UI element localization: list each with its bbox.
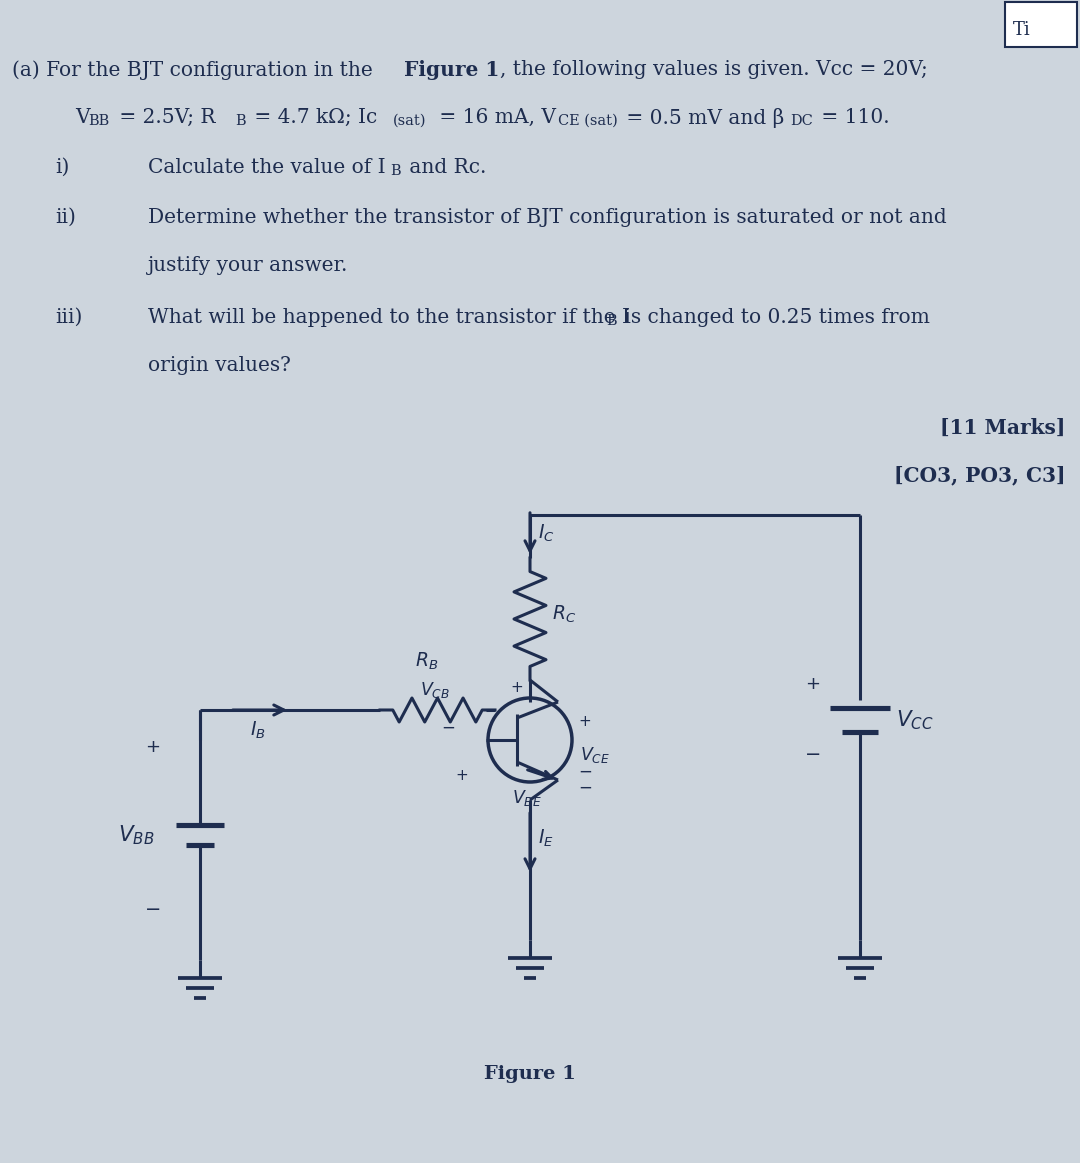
Text: What will be happened to the transistor if the I: What will be happened to the transistor … xyxy=(148,308,630,327)
Text: CE (sat): CE (sat) xyxy=(558,114,618,128)
Text: Calculate the value of I: Calculate the value of I xyxy=(148,158,386,177)
Text: −: − xyxy=(145,900,161,919)
Text: +: + xyxy=(145,739,160,756)
Text: $V_{CC}$: $V_{CC}$ xyxy=(896,708,933,732)
Text: origin values?: origin values? xyxy=(148,356,291,374)
Text: [11 Marks]: [11 Marks] xyxy=(940,418,1065,438)
Text: $R_B$: $R_B$ xyxy=(416,651,438,672)
Text: = 4.7 kΩ; Ic: = 4.7 kΩ; Ic xyxy=(248,108,377,127)
Text: = 110.: = 110. xyxy=(815,108,890,127)
Text: $R_C$: $R_C$ xyxy=(552,604,576,625)
Text: DC: DC xyxy=(789,114,813,128)
Text: +: + xyxy=(578,714,591,729)
Text: V: V xyxy=(75,108,90,127)
Text: iii): iii) xyxy=(55,308,82,327)
Text: B: B xyxy=(235,114,245,128)
Text: +: + xyxy=(510,680,523,695)
Text: and Rc.: and Rc. xyxy=(403,158,486,177)
Text: , the following values is given. Vcc = 20V;: , the following values is given. Vcc = 2… xyxy=(500,60,928,79)
Text: $V_{CB}$: $V_{CB}$ xyxy=(420,680,450,700)
Text: −: − xyxy=(578,763,592,782)
Text: i): i) xyxy=(55,158,69,177)
Text: $V_{CE}$: $V_{CE}$ xyxy=(580,745,610,765)
Text: $I_B$: $I_B$ xyxy=(249,720,266,741)
Text: justify your answer.: justify your answer. xyxy=(148,256,349,274)
Text: (a) For the BJT configuration in the: (a) For the BJT configuration in the xyxy=(12,60,379,79)
Text: Figure 1: Figure 1 xyxy=(484,1065,576,1083)
Text: = 2.5V; R: = 2.5V; R xyxy=(113,108,216,127)
Text: Figure 1: Figure 1 xyxy=(404,60,499,80)
Text: = 0.5 mV and β: = 0.5 mV and β xyxy=(620,108,784,128)
Bar xyxy=(1005,2,1077,47)
Text: $I_C$: $I_C$ xyxy=(538,523,555,544)
Text: = 16 mA, V: = 16 mA, V xyxy=(433,108,556,127)
Text: −: − xyxy=(578,779,592,797)
Text: [CO3, PO3, C3]: [CO3, PO3, C3] xyxy=(893,465,1065,485)
Text: B: B xyxy=(390,164,401,178)
Text: (sat): (sat) xyxy=(393,114,427,128)
Text: +: + xyxy=(455,768,468,783)
Text: $I_E$: $I_E$ xyxy=(538,828,554,849)
Text: B: B xyxy=(606,314,617,328)
Text: $V_{BB}$: $V_{BB}$ xyxy=(118,823,154,847)
Text: $V_{BE}$: $V_{BE}$ xyxy=(512,789,542,808)
Text: Determine whether the transistor of BJT configuration is saturated or not and: Determine whether the transistor of BJT … xyxy=(148,208,947,227)
Text: +: + xyxy=(805,675,820,693)
Text: −: − xyxy=(805,745,822,764)
Text: BB: BB xyxy=(87,114,109,128)
Text: −: − xyxy=(441,719,455,737)
Text: is changed to 0.25 times from: is changed to 0.25 times from xyxy=(618,308,930,327)
Text: ii): ii) xyxy=(55,208,76,227)
Text: Ti: Ti xyxy=(1013,21,1030,40)
